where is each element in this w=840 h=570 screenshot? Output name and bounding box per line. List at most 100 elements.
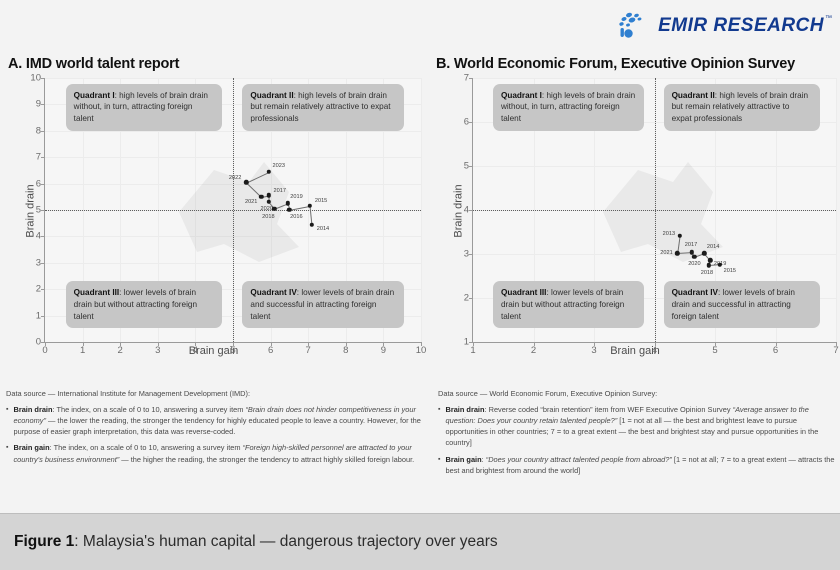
x-axis-tick-label: 4 [192, 345, 199, 356]
y-axis-tick-mark [41, 104, 45, 106]
quadrant-box-title: Quadrant IV [250, 288, 297, 298]
x-axis-tick-mark [82, 342, 84, 346]
quadrant-box-title: Quadrant IV [671, 288, 718, 298]
quadrant-box-title: Quadrant II [671, 90, 715, 100]
x-axis-tick-mark [195, 342, 197, 346]
data-point-label: 2018 [262, 213, 275, 220]
bullet-icon: ▪ [438, 455, 441, 463]
y-axis-tick-label: 7 [463, 72, 469, 84]
data-point-label: 2017 [684, 242, 698, 249]
quadrant-box-title: Quadrant II [250, 90, 294, 100]
x-axis-tick-label: 3 [155, 345, 161, 356]
data-point-label: 2013 [662, 230, 676, 237]
bullet-icon: ▪ [438, 406, 441, 414]
y-axis-tick-label: 9 [35, 98, 41, 110]
x-axis-tick-label: 6 [772, 345, 779, 356]
data-point-label: 2023 [272, 162, 285, 169]
chart-a-plot-area: 0 1 2 3 4 5 6 7 8 9 10 0 1 2 3 4 5 6 7 8 9 10 Quadrant I: high… [30, 73, 426, 357]
x-axis-tick-mark [715, 342, 716, 346]
data-point-label: 2015 [723, 267, 737, 274]
note-item: ▪ Brain drain: Reverse coded “brain reten… [438, 404, 836, 448]
figure-caption: Figure 1: Malaysia's human capital — dan… [0, 533, 498, 551]
data-point [285, 201, 290, 206]
note-text: Brain drain: Reverse coded “brain retent… [445, 404, 836, 448]
y-axis-tick-mark [41, 262, 45, 264]
data-point-label: 2021 [244, 198, 258, 205]
y-axis-tick-label: 7 [35, 151, 41, 163]
data-point [258, 194, 264, 199]
data-point [287, 207, 292, 213]
y-axis-tick-label: 1 [463, 336, 469, 348]
data-point [689, 250, 695, 255]
x-axis-tick-label: 0 [42, 345, 48, 356]
x-axis-tick-mark [421, 342, 422, 346]
chart-a-x-axis-label: Brain gain [188, 345, 239, 357]
y-axis-tick-mark [41, 289, 45, 291]
chart-b-title: B. World Economic Forum, Executive Opini… [436, 56, 795, 72]
y-axis-tick-label: 1 [35, 310, 41, 322]
dotted-wave-logo-icon [616, 8, 652, 44]
y-axis-tick-label: 6 [35, 178, 41, 190]
data-point-label: 2014 [706, 244, 720, 251]
chart-a-data-source: Data source — International Institute fo… [6, 389, 251, 398]
y-axis-tick-mark [41, 342, 45, 343]
chart-b-x-axis-label: Brain gain [610, 345, 660, 357]
data-point-label: 2015 [314, 198, 328, 205]
y-axis-tick-label: 2 [463, 292, 469, 304]
data-point-label: 2016 [290, 214, 303, 220]
x-axis-tick-label: 2 [117, 345, 123, 356]
y-axis-tick-label: 4 [463, 204, 469, 216]
figure-caption-separator: : [74, 533, 83, 550]
x-axis-tick-mark [345, 342, 347, 346]
x-axis-tick-label: 6 [267, 345, 274, 356]
y-axis-tick-mark [469, 166, 473, 167]
note-quote: “Average answer to the question: Does yo… [445, 405, 809, 426]
data-point [272, 206, 277, 211]
y-axis-tick-mark [469, 342, 473, 343]
quadrant-box-title: Quadrant III [500, 288, 547, 298]
x-axis-tick-label: 4 [651, 345, 658, 356]
data-point-label: 2018 [700, 270, 714, 277]
x-axis-tick-label: 2 [530, 345, 537, 356]
note-item: ▪ Brain drain: The index, on a scale of 0… [6, 404, 424, 437]
y-axis-tick-label: 0 [35, 336, 41, 348]
data-point [707, 257, 713, 263]
quadrant-box-title: Quadrant I [500, 90, 542, 100]
y-axis-tick-mark [41, 130, 45, 132]
bullet-icon: ▪ [6, 406, 9, 414]
x-axis-tick-label: 1 [470, 345, 476, 356]
y-axis-tick-mark [41, 78, 45, 79]
quadrant-box-title: Quadrant III [73, 288, 120, 298]
gridline-vertical [836, 78, 837, 342]
y-axis-tick-mark [469, 298, 473, 299]
chart-a-plot-wrapper: Brain drain 0 1 2 3 4 5 6 7 8 9 10 0 1 2 3 4 5 6 7 8 9 10 Quad… [6, 73, 427, 358]
y-axis-tick-label: 3 [35, 257, 41, 269]
quadrant-box-iii: Quadrant III: lower levels of brain drai… [65, 281, 222, 329]
y-axis-tick-label: 5 [35, 204, 41, 216]
data-point-label: 2022 [228, 175, 242, 182]
chart-b-note-list: ▪ Brain drain: Reverse coded “brain reten… [438, 404, 836, 476]
x-axis-tick-label: 5 [712, 345, 718, 356]
quadrant-box-text: : lower levels of brain drain and succes… [671, 288, 795, 321]
chart-b-plot-area: 1 2 3 4 5 6 7 1 2 3 4 5 6 7 Quadrant I: high levels of… [464, 73, 839, 357]
quadrant-box-text: : high levels of brain drain but remain … [250, 90, 391, 124]
note-quote: “Foreign high-skilled personnel are attr… [13, 443, 412, 464]
figure-caption-text: Malaysia's human capital — dangerous tra… [82, 533, 498, 550]
y-axis-tick-mark [41, 183, 45, 185]
data-point [706, 263, 712, 268]
panel-chart-b: B. World Economic Forum, Executive Opini… [434, 56, 839, 357]
data-point [677, 233, 683, 238]
note-term: Brain gain [445, 454, 482, 464]
note-body-tail: — the lower the reading, the stronger th… [13, 416, 421, 437]
quadrant-box-iv: Quadrant IV: lower levels of brain drain… [242, 281, 405, 329]
chart-a-notes: Data source — International Institute fo… [6, 388, 424, 470]
data-point-label: 2019 [290, 194, 303, 201]
quadrant-box-ii: Quadrant II: high levels of brain drain … [242, 83, 405, 131]
x-axis-tick-mark [594, 342, 595, 346]
x-axis-tick-label: 1 [79, 345, 86, 356]
quadrant-box-i: Quadrant I: high levels of brain drain w… [65, 83, 222, 131]
quadrant-box-text: : lower levels of brain drain and succes… [250, 288, 395, 321]
data-point [692, 254, 697, 259]
y-axis-tick-label: 4 [35, 230, 41, 242]
